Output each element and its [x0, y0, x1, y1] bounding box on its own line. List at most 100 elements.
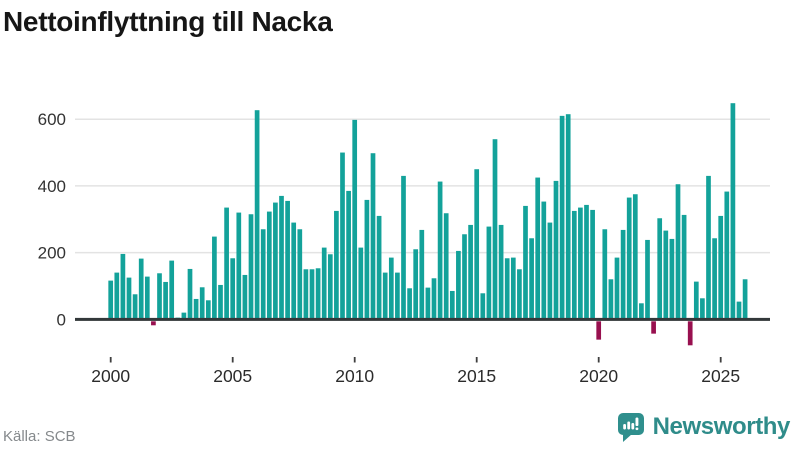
bar — [675, 184, 681, 320]
bar — [626, 197, 632, 320]
bar — [212, 236, 217, 320]
x-tick-label: 2025 — [701, 366, 740, 386]
y-tick-label: 200 — [38, 244, 66, 263]
bar — [132, 294, 138, 320]
bar — [486, 226, 492, 320]
bar — [687, 321, 693, 346]
bar — [596, 321, 602, 340]
bar — [114, 272, 120, 320]
newsworthy-logo: Newsworthy — [616, 411, 790, 443]
y-tick-label: 600 — [38, 110, 66, 129]
bar — [181, 312, 187, 320]
x-axis-labels: 2000 2005 2010 2015 2020 2025 — [91, 366, 740, 386]
bar — [334, 210, 339, 320]
bar — [517, 269, 522, 320]
bar — [657, 218, 663, 320]
bar — [529, 238, 534, 320]
bar — [578, 207, 583, 320]
bar — [327, 254, 333, 320]
bar — [571, 210, 577, 320]
bar — [736, 301, 742, 320]
bar — [297, 229, 303, 320]
bar — [376, 215, 382, 320]
bar — [291, 222, 297, 320]
bar — [242, 274, 248, 320]
bar — [474, 169, 480, 320]
bar — [395, 272, 400, 320]
bar — [425, 287, 431, 320]
bar — [523, 205, 528, 320]
bar — [449, 290, 455, 320]
bar — [199, 287, 205, 320]
bar — [303, 269, 309, 320]
bar — [590, 209, 595, 320]
bar — [401, 175, 406, 320]
x-tick-label: 2010 — [335, 366, 374, 386]
bar — [431, 278, 437, 320]
bar — [309, 269, 315, 320]
bar — [321, 247, 327, 320]
bar — [437, 181, 443, 320]
bar — [639, 303, 644, 320]
bar — [224, 207, 229, 320]
bar — [492, 139, 498, 320]
bar — [370, 153, 376, 320]
bar — [157, 273, 162, 320]
bar — [144, 276, 150, 320]
x-tick-label: 2005 — [213, 366, 252, 386]
bar — [218, 284, 223, 320]
bar — [614, 257, 620, 320]
bar — [468, 224, 473, 320]
bar — [535, 177, 541, 320]
bar — [706, 175, 711, 320]
bar — [285, 200, 290, 320]
bar — [120, 253, 126, 320]
bar — [364, 199, 370, 320]
bar — [273, 202, 278, 320]
chart-title: Nettoinflyttning till Nacka — [3, 6, 333, 37]
bar — [382, 272, 388, 320]
source-note: Källa: SCB — [3, 428, 76, 445]
bar — [248, 214, 254, 320]
bar — [456, 250, 461, 320]
bar — [632, 194, 638, 320]
y-tick-label: 0 — [57, 310, 66, 329]
bar — [559, 115, 565, 320]
bar — [266, 211, 272, 320]
x-axis-ticks — [109, 357, 722, 363]
bars — [108, 103, 748, 346]
bar — [352, 119, 358, 320]
bar — [645, 239, 650, 320]
newsworthy-logo-icon — [617, 413, 644, 442]
bar — [730, 103, 736, 320]
bar — [236, 212, 242, 320]
x-tick-label: 2000 — [91, 366, 130, 386]
bar — [651, 321, 656, 334]
bar — [669, 238, 675, 320]
bar — [681, 214, 687, 320]
bar — [108, 280, 114, 320]
bar — [419, 229, 425, 320]
bar — [138, 258, 144, 320]
bar — [602, 229, 608, 320]
y-tick-label: 400 — [38, 177, 66, 196]
bar — [742, 279, 748, 320]
bar — [193, 298, 199, 320]
bar — [340, 152, 345, 320]
bar — [700, 298, 705, 320]
bar — [462, 234, 467, 320]
bar — [358, 247, 364, 320]
bar — [553, 180, 559, 320]
y-axis-labels: 0 200 400 600 — [38, 110, 66, 329]
bar — [693, 281, 699, 320]
bar — [608, 279, 614, 320]
bar — [724, 191, 730, 320]
bar — [504, 258, 510, 320]
bar — [541, 201, 547, 320]
bar — [346, 190, 351, 320]
bar — [547, 222, 553, 320]
bar — [388, 257, 394, 320]
bar — [407, 288, 412, 320]
